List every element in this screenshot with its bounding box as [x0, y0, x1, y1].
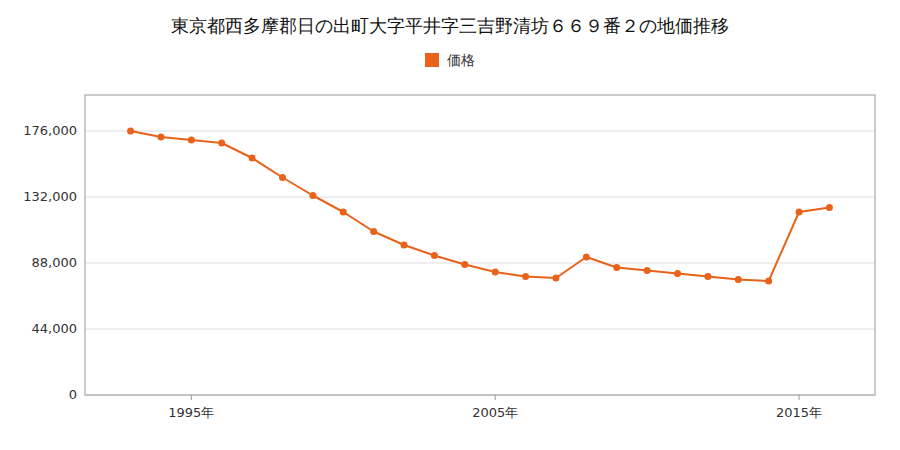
- point: [188, 137, 195, 144]
- point: [401, 242, 408, 249]
- y-tick-label: 132,000: [23, 189, 77, 204]
- point: [552, 275, 559, 282]
- point: [522, 273, 529, 280]
- legend-swatch: [425, 53, 439, 67]
- point: [765, 278, 772, 285]
- point: [826, 204, 833, 211]
- point: [279, 174, 286, 181]
- chart: 東京都西多摩郡日の出町大字平井字三吉野清坊６６９番２の地価推移 0 44,000 88…: [0, 0, 900, 450]
- x-tick-label: 2015年: [776, 405, 822, 420]
- legend-label: 価格: [447, 52, 475, 68]
- point: [644, 267, 651, 274]
- y-tick-label: 176,000: [23, 123, 77, 138]
- plot-area: [127, 128, 833, 285]
- grid-line: [85, 197, 875, 198]
- x-tick: [495, 395, 496, 400]
- point: [674, 270, 681, 277]
- title: 東京都西多摩郡日の出町大字平井字三吉野清坊６６９番２の地価推移: [171, 15, 729, 36]
- grid-line: [85, 263, 875, 264]
- point: [735, 276, 742, 283]
- series-line: [131, 131, 830, 281]
- point: [796, 209, 803, 216]
- point: [249, 155, 256, 162]
- point: [704, 273, 711, 280]
- point: [218, 140, 225, 147]
- x-tick-label: 1995年: [168, 405, 214, 420]
- x-tick: [191, 395, 192, 400]
- y-tick-label: 88,000: [32, 255, 78, 270]
- point: [157, 134, 164, 141]
- y-tick-label: 44,000: [32, 321, 78, 336]
- point: [340, 209, 347, 216]
- y-tick-label: 0: [69, 387, 77, 402]
- grid-line: [85, 329, 875, 330]
- legend: 価格: [425, 52, 475, 68]
- point: [492, 269, 499, 276]
- page: {"chart_data": { "type": "line", "title"…: [0, 0, 900, 450]
- point: [127, 128, 134, 135]
- point: [370, 228, 377, 235]
- grid-line: [85, 131, 875, 132]
- point: [431, 252, 438, 259]
- point: [309, 192, 316, 199]
- point: [461, 261, 468, 268]
- point: [583, 254, 590, 261]
- point: [613, 264, 620, 271]
- x-tick: [799, 395, 800, 400]
- x-tick-label: 2005年: [472, 405, 518, 420]
- plot-frame: [85, 95, 875, 395]
